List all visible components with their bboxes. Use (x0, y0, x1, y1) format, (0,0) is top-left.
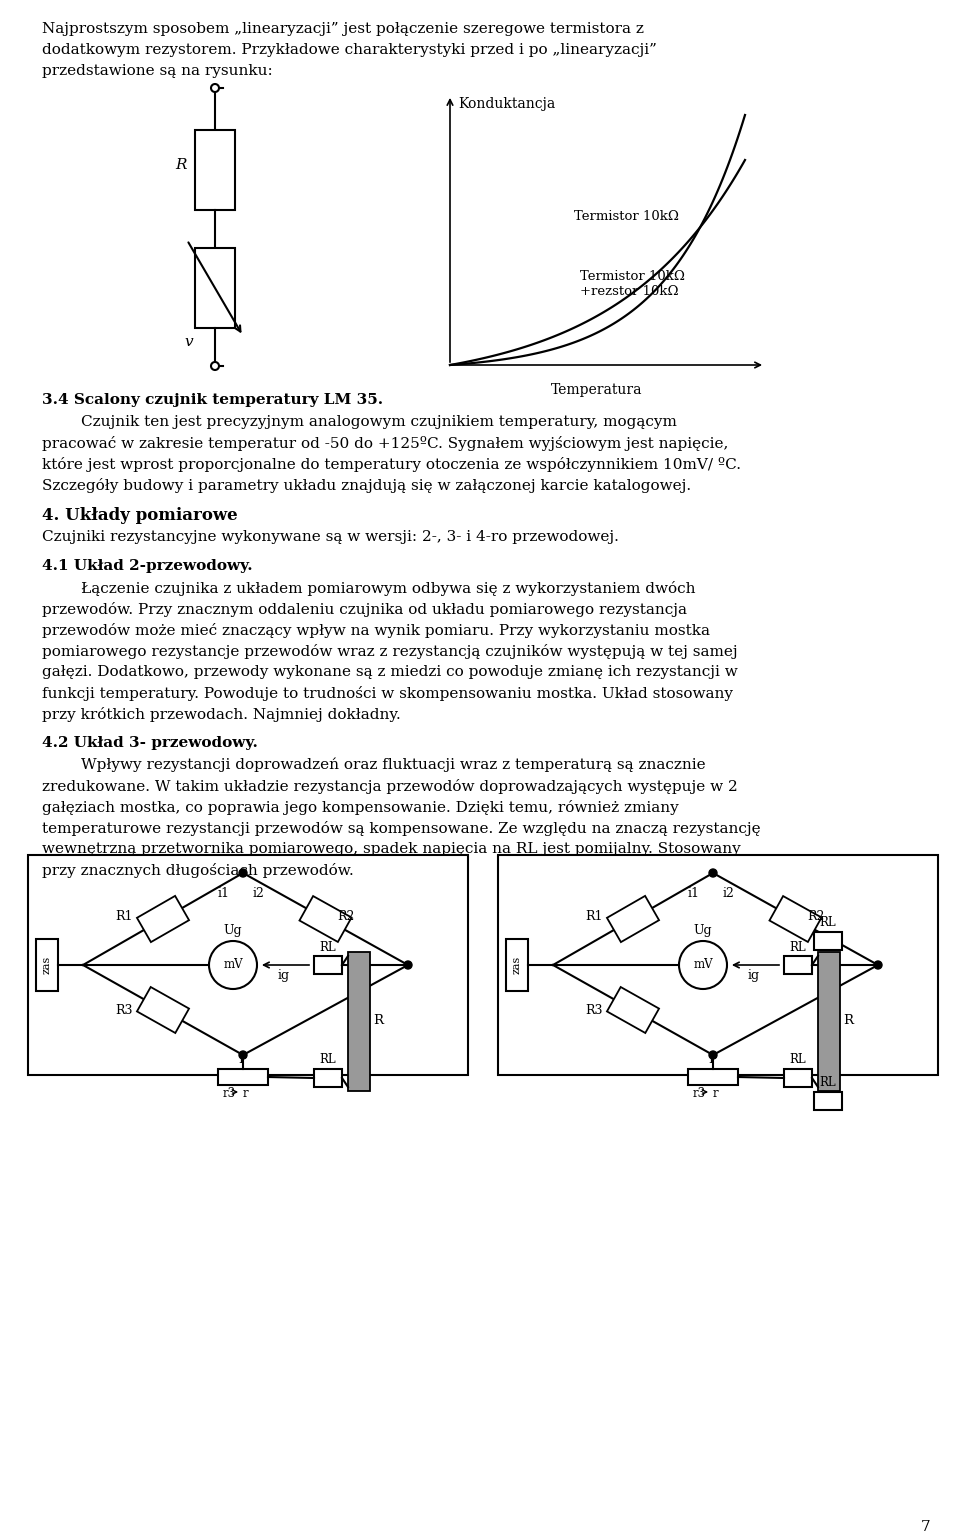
Text: 4. Układy pomiarowe: 4. Układy pomiarowe (42, 507, 238, 524)
Text: temperaturowe rezystancji przewodów są kompensowane. Ze względu na znaczą rezyst: temperaturowe rezystancji przewodów są k… (42, 821, 760, 836)
Polygon shape (137, 987, 189, 1033)
Text: przewodów może mieć znaczący wpływ na wynik pomiaru. Przy wykorzystaniu mostka: przewodów może mieć znaczący wpływ na wy… (42, 622, 710, 638)
Text: v: v (184, 335, 193, 349)
Text: r: r (713, 1087, 719, 1100)
Text: r3: r3 (693, 1087, 707, 1100)
Bar (506, 939, 528, 991)
Circle shape (874, 961, 882, 968)
Text: R3: R3 (585, 1004, 603, 1016)
Text: RL: RL (790, 1053, 806, 1067)
Polygon shape (607, 896, 660, 942)
Text: r3: r3 (223, 1087, 236, 1100)
Bar (195, 131, 235, 211)
Polygon shape (300, 896, 351, 942)
Text: i2: i2 (723, 887, 734, 901)
Text: gałęziach mostka, co poprawia jego kompensowanie. Dzięki temu, również zmiany: gałęziach mostka, co poprawia jego kompe… (42, 799, 679, 815)
Bar (814, 931, 842, 950)
Circle shape (209, 941, 257, 988)
Polygon shape (137, 896, 189, 942)
Circle shape (709, 868, 717, 878)
Text: pracować w zakresie temperatur od -50 do +125ºC. Sygnałem wyjściowym jest napięc: pracować w zakresie temperatur od -50 do… (42, 437, 729, 450)
Bar (28, 855, 468, 1074)
Text: P: P (708, 1053, 717, 1067)
Text: R2: R2 (338, 910, 355, 924)
Bar (784, 1070, 812, 1087)
Text: R1: R1 (115, 910, 132, 924)
Text: Ug: Ug (694, 924, 712, 938)
Bar (814, 1091, 842, 1110)
Text: i1: i1 (688, 887, 700, 901)
Text: RL: RL (320, 941, 336, 954)
Circle shape (679, 941, 727, 988)
Text: 4.1 Układ 2-przewodowy.: 4.1 Układ 2-przewodowy. (42, 559, 252, 573)
Circle shape (404, 961, 412, 968)
Text: 3.4 Scalony czujnik temperatury LM 35.: 3.4 Scalony czujnik temperatury LM 35. (42, 393, 383, 407)
Text: mV: mV (693, 959, 713, 971)
Text: R1: R1 (585, 910, 603, 924)
Text: przy krótkich przewodach. Najmniej dokładny.: przy krótkich przewodach. Najmniej dokła… (42, 707, 400, 722)
Text: przedstawione są na rysunku:: przedstawione są na rysunku: (42, 65, 273, 78)
Circle shape (239, 868, 247, 878)
Text: Łączenie czujnika z układem pomiarowym odbywa się z wykorzystaniem dwóch: Łączenie czujnika z układem pomiarowym o… (42, 581, 695, 596)
Text: Ug: Ug (224, 924, 242, 938)
Text: Szczegóły budowy i parametry układu znajdują się w załączonej karcie katalogowej: Szczegóły budowy i parametry układu znaj… (42, 478, 691, 493)
Text: ig: ig (278, 968, 290, 982)
Bar (314, 1070, 342, 1087)
Bar (784, 956, 812, 974)
Polygon shape (770, 896, 822, 942)
Bar (818, 951, 840, 1091)
Text: Najprostszym sposobem „linearyzacji” jest połączenie szeregowe termistora z: Najprostszym sposobem „linearyzacji” jes… (42, 22, 644, 35)
Circle shape (211, 85, 219, 92)
Bar (314, 956, 342, 974)
Text: RL: RL (790, 941, 806, 954)
Text: RL: RL (820, 916, 836, 928)
Text: ig: ig (748, 968, 760, 982)
Circle shape (239, 1051, 247, 1059)
Text: R2: R2 (807, 910, 825, 924)
Text: które jest wprost proporcjonalne do temperatury otoczenia ze współczynnikiem 10m: które jest wprost proporcjonalne do temp… (42, 456, 741, 472)
Text: Temperatura: Temperatura (551, 383, 643, 397)
Text: zredukowane. W takim układzie rezystancja przewodów doprowadzających występuje w: zredukowane. W takim układzie rezystancj… (42, 779, 737, 795)
Text: przy znacznych długościach przewodów.: przy znacznych długościach przewodów. (42, 862, 353, 878)
Bar (218, 1070, 268, 1085)
Text: i2: i2 (253, 887, 265, 901)
Text: Termistor 10kΩ
+rezstor 10kΩ: Termistor 10kΩ +rezstor 10kΩ (580, 271, 684, 298)
Text: R: R (176, 158, 187, 172)
Bar (348, 951, 370, 1091)
Text: P: P (239, 1053, 248, 1067)
Circle shape (211, 363, 219, 370)
Text: przewodów. Przy znacznym oddaleniu czujnika od układu pomiarowego rezystancja: przewodów. Przy znacznym oddaleniu czujn… (42, 603, 687, 616)
Text: gałęzi. Dodatkowo, przewody wykonane są z miedzi co powoduje zmianę ich rezystan: gałęzi. Dodatkowo, przewody wykonane są … (42, 666, 737, 679)
Text: R: R (373, 1014, 383, 1028)
Text: Wpływy rezystancji doprowadzeń oraz fluktuacji wraz z temperaturą są znacznie: Wpływy rezystancji doprowadzeń oraz fluk… (42, 758, 706, 773)
Bar (688, 1070, 738, 1085)
Text: R3: R3 (115, 1004, 132, 1016)
Text: dodatkowym rezystorem. Przykładowe charakterystyki przed i po „linearyzacji”: dodatkowym rezystorem. Przykładowe chara… (42, 43, 657, 57)
Text: r: r (243, 1087, 249, 1100)
Circle shape (709, 1051, 717, 1059)
Text: Czujniki rezystancyjne wykonywane są w wersji: 2-, 3- i 4-ro przewodowej.: Czujniki rezystancyjne wykonywane są w w… (42, 530, 619, 544)
Polygon shape (607, 987, 659, 1033)
Text: pomiarowego rezystancje przewodów wraz z rezystancją czujników występują w tej s: pomiarowego rezystancje przewodów wraz z… (42, 644, 737, 659)
Text: RL: RL (320, 1053, 336, 1067)
Bar (36, 939, 58, 991)
Text: 7: 7 (921, 1520, 930, 1534)
Text: RL: RL (820, 1076, 836, 1090)
Text: 4.2 Układ 3- przewodowy.: 4.2 Układ 3- przewodowy. (42, 736, 258, 750)
Text: Konduktancja: Konduktancja (458, 97, 555, 111)
Text: mV: mV (223, 959, 243, 971)
Text: R: R (843, 1014, 853, 1028)
Text: wewnętrzną przetwornika pomiarowego, spadek napięcia na RL jest pomijalny. Stoso: wewnętrzną przetwornika pomiarowego, spa… (42, 842, 741, 856)
Text: Termistor 10kΩ: Termistor 10kΩ (574, 211, 679, 223)
Bar (195, 247, 235, 327)
Text: Czujnik ten jest precyzyjnym analogowym czujnikiem temperatury, mogącym: Czujnik ten jest precyzyjnym analogowym … (42, 415, 677, 429)
Text: zas: zas (512, 956, 522, 974)
Text: zas: zas (42, 956, 52, 974)
Text: funkcji temperatury. Powoduje to trudności w skompensowaniu mostka. Układ stosow: funkcji temperatury. Powoduje to trudnoś… (42, 686, 733, 701)
Text: i1: i1 (218, 887, 230, 901)
Bar (498, 855, 938, 1074)
